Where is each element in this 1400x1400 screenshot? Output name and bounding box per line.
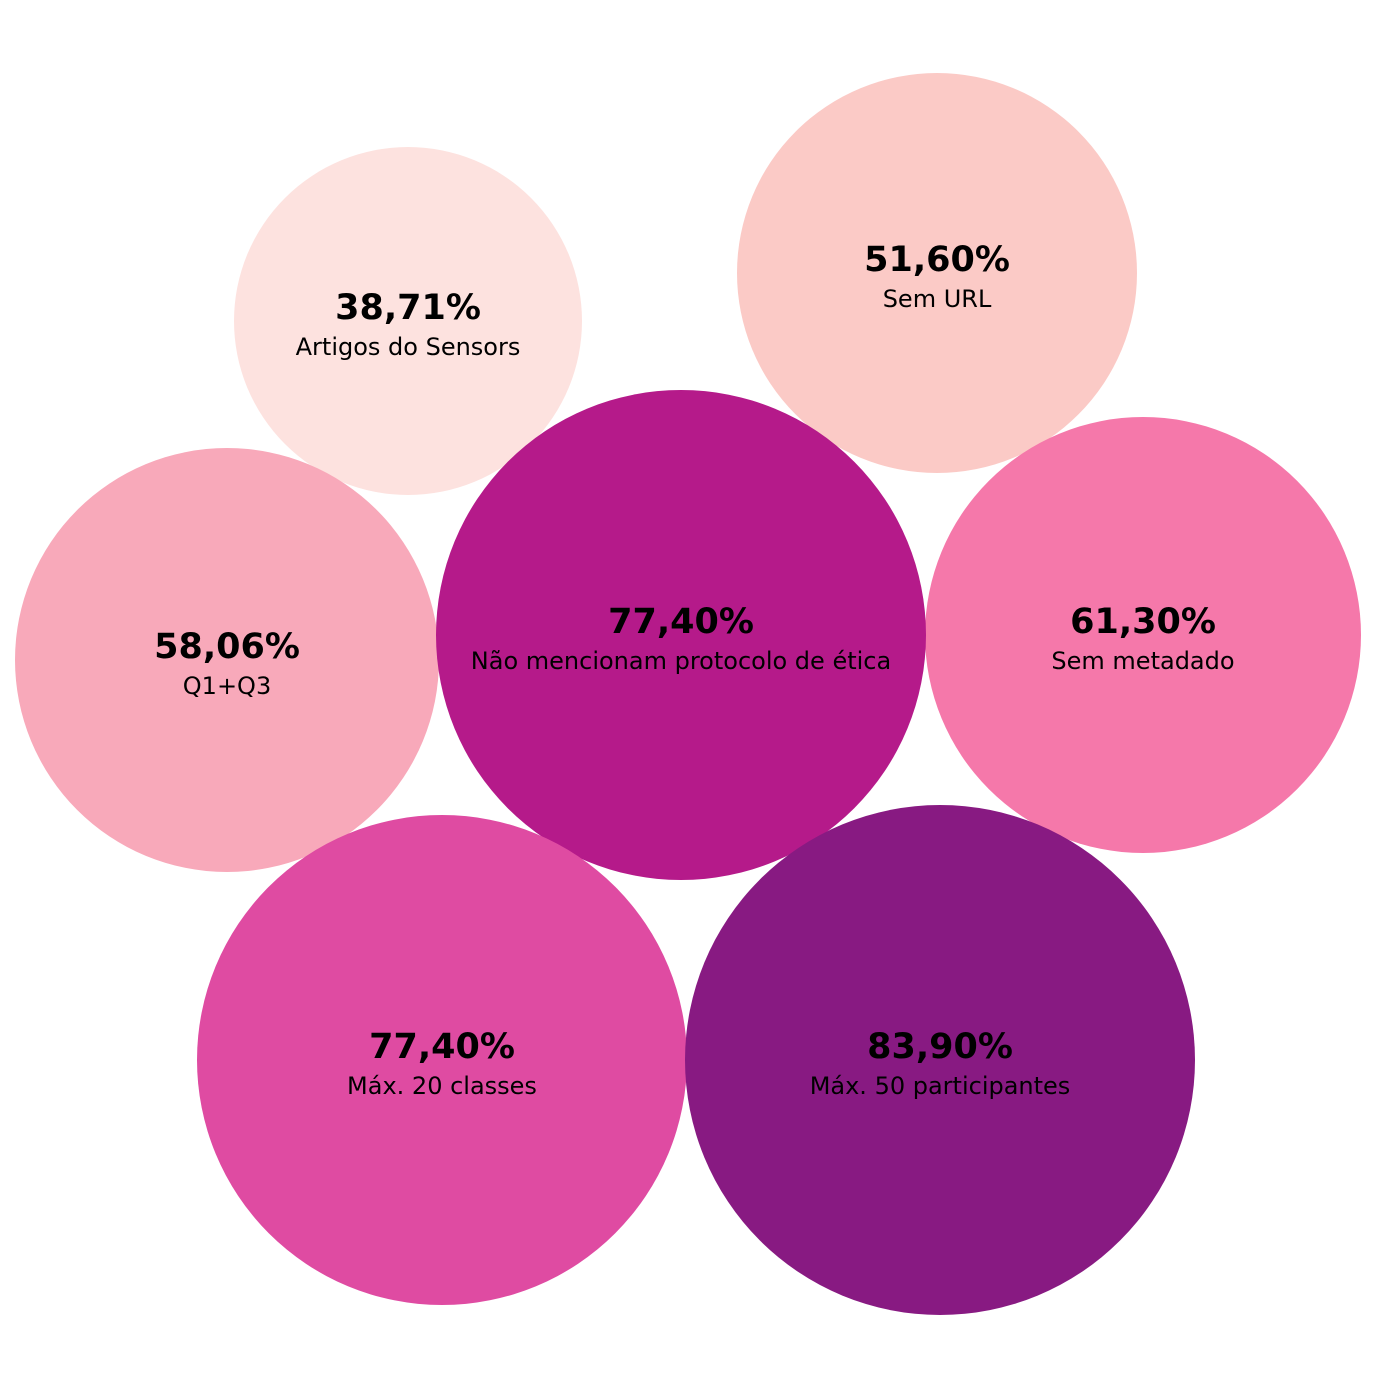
bubble-nao-mencionam-protocolo-de-etica: 77,40% Não mencionam protocolo de ética	[436, 390, 926, 880]
bubble-value-label: 61,30%	[1070, 602, 1216, 642]
bubble-category-label: Sem metadado	[1051, 647, 1234, 675]
bubble-circle	[234, 147, 582, 495]
bubble-category-label: Q1+Q3	[183, 672, 271, 700]
bubble-value-label: 58,06%	[154, 627, 300, 667]
bubble-value-label: 38,71%	[335, 288, 481, 328]
bubble-artigos-do-sensors: 38,71% Artigos do Sensors	[234, 147, 582, 495]
bubble-max-50-participantes: 83,90% Máx. 50 participantes	[685, 805, 1195, 1315]
bubble-value-label: 77,40%	[369, 1027, 515, 1067]
bubble-sem-metadado: 61,30% Sem metadado	[925, 417, 1361, 853]
bubble-sem-url: 51,60% Sem URL	[737, 73, 1137, 473]
bubble-value-label: 83,90%	[867, 1027, 1013, 1067]
bubble-circle	[15, 448, 439, 872]
bubble-max-20-classes: 77,40% Máx. 20 classes	[197, 815, 687, 1305]
bubble-circle	[737, 73, 1137, 473]
bubble-value-label: 77,40%	[608, 602, 754, 642]
bubble-circle	[197, 815, 687, 1305]
bubble-value-label: 51,60%	[864, 240, 1010, 280]
bubble-category-label: Não mencionam protocolo de ética	[471, 647, 891, 675]
bubble-q1-q3: 58,06% Q1+Q3	[15, 448, 439, 872]
bubble-circle	[436, 390, 926, 880]
bubble-circle	[685, 805, 1195, 1315]
bubble-category-label: Sem URL	[883, 285, 992, 313]
bubble-category-label: Máx. 20 classes	[347, 1072, 537, 1100]
bubble-circle	[925, 417, 1361, 853]
bubble-category-label: Máx. 50 participantes	[810, 1072, 1071, 1100]
bubble-category-label: Artigos do Sensors	[296, 333, 521, 361]
